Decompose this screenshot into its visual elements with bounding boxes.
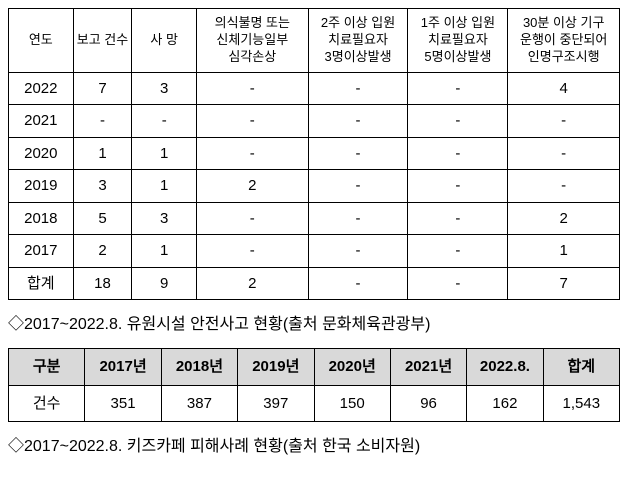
t1-h4: 2주 이상 입원 치료필요자 3명이상발생 [308,9,408,73]
t1-h2: 사 망 [132,9,197,73]
t2-h0: 구분 [9,349,85,386]
caption-2: ◇2017~2022.8. 키즈카페 피해사례 현황(출처 한국 소비자원) [8,432,620,456]
table-cell: 1 [73,137,132,170]
table-cell: 2 [73,235,132,268]
table-row: 201721---1 [9,235,620,268]
t2-h6: 2022.8. [467,349,543,386]
t2-h2: 2018년 [161,349,237,386]
t1-h5: 1주 이상 입원 치료필요자 5명이상발생 [408,9,508,73]
table-cell: 합계 [9,267,74,300]
t2-v2: 397 [238,385,314,422]
table-cell: - [408,105,508,138]
t1-h3: 의식불명 또는 신체기능일부 심각손상 [197,9,309,73]
table-cell: - [197,105,309,138]
table-cell: 2019 [9,170,74,203]
table-cell: - [308,202,408,235]
table-cell: - [508,170,620,203]
table-cell: 2017 [9,235,74,268]
table-cell: - [73,105,132,138]
table2-data-row: 건수 351 387 397 150 96 162 1,543 [9,385,620,422]
table-cell: - [132,105,197,138]
table2-header-row: 구분 2017년 2018년 2019년 2020년 2021년 2022.8.… [9,349,620,386]
table-cell: - [408,170,508,203]
table-cell: - [508,105,620,138]
t2-h7: 합계 [543,349,619,386]
table-cell: 2 [508,202,620,235]
t2-v0: 351 [85,385,161,422]
t2-v1: 387 [161,385,237,422]
table-cell: 1 [132,137,197,170]
table-cell: 7 [73,72,132,105]
t2-h5: 2021년 [390,349,466,386]
t2-rowlabel: 건수 [9,385,85,422]
t1-h0: 연도 [9,9,74,73]
table1-header-row: 연도 보고 건수 사 망 의식불명 또는 신체기능일부 심각손상 2주 이상 입… [9,9,620,73]
kids-cafe-table: 구분 2017년 2018년 2019년 2020년 2021년 2022.8.… [8,348,620,422]
t2-h1: 2017년 [85,349,161,386]
table-cell: - [408,202,508,235]
table-cell: 2021 [9,105,74,138]
table-cell: - [308,235,408,268]
table-cell: 18 [73,267,132,300]
table-row: 201853---2 [9,202,620,235]
table-cell: 5 [73,202,132,235]
table-cell: - [197,72,309,105]
t1-h1: 보고 건수 [73,9,132,73]
table-row: 202273---4 [9,72,620,105]
t2-h3: 2019년 [238,349,314,386]
table-cell: - [308,72,408,105]
table-cell: 7 [508,267,620,300]
table-cell: 1 [508,235,620,268]
table-cell: - [197,202,309,235]
t2-v4: 96 [390,385,466,422]
table-cell: 3 [132,72,197,105]
table-cell: - [408,267,508,300]
table-cell: 2020 [9,137,74,170]
table-cell: 3 [132,202,197,235]
table-row: 202011---- [9,137,620,170]
table-cell: 2 [197,267,309,300]
t2-v5: 162 [467,385,543,422]
table-row: 2021------ [9,105,620,138]
table-cell: - [408,137,508,170]
safety-accident-table: 연도 보고 건수 사 망 의식불명 또는 신체기능일부 심각손상 2주 이상 입… [8,8,620,300]
table-cell: - [308,137,408,170]
t2-h4: 2020년 [314,349,390,386]
table-cell: 2 [197,170,309,203]
table-cell: 1 [132,170,197,203]
caption-1: ◇2017~2022.8. 유원시설 안전사고 현황(출처 문화체육관광부) [8,310,620,334]
table-cell: 1 [132,235,197,268]
table-cell: - [308,267,408,300]
table-cell: 2018 [9,202,74,235]
t2-v3: 150 [314,385,390,422]
table1-body: 202273---42021------202011----2019312---… [9,72,620,300]
t2-v6: 1,543 [543,385,619,422]
table-cell: - [197,235,309,268]
table-cell: - [508,137,620,170]
table-row: 2019312--- [9,170,620,203]
table-cell: - [308,170,408,203]
table-cell: - [197,137,309,170]
table-cell: - [308,105,408,138]
t1-h6: 30분 이상 기구 운행이 중단되어 인명구조시행 [508,9,620,73]
table-cell: 2022 [9,72,74,105]
table-cell: 9 [132,267,197,300]
table-cell: - [408,72,508,105]
table-row: 합계1892--7 [9,267,620,300]
table-cell: - [408,235,508,268]
table-cell: 4 [508,72,620,105]
table-cell: 3 [73,170,132,203]
